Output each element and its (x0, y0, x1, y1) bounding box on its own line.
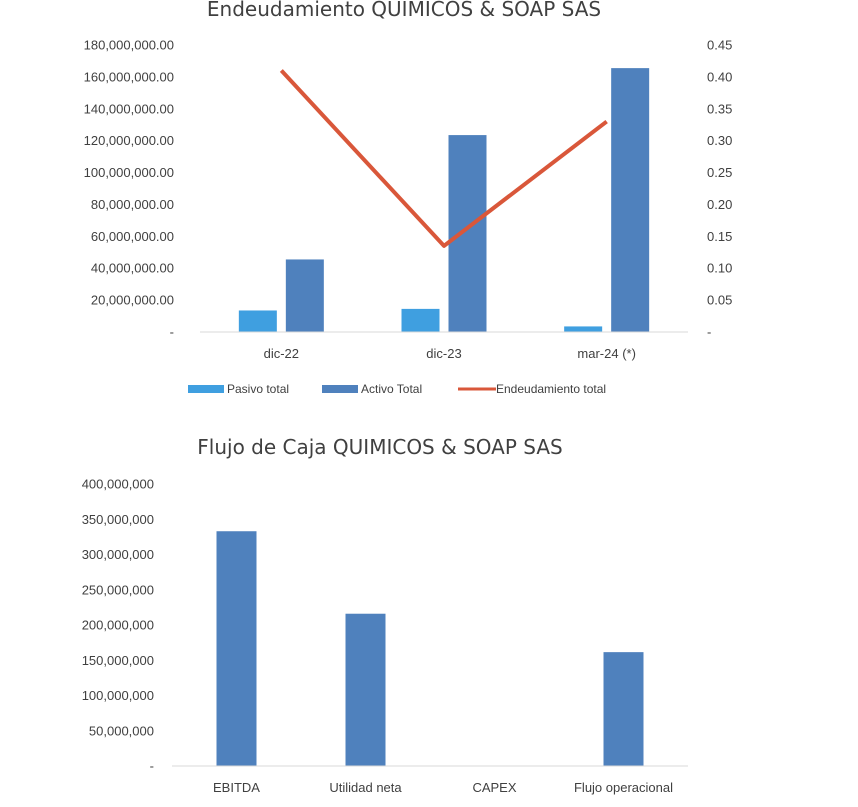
chart2-y-tick-label: - (150, 759, 154, 774)
chart1-bars (238, 68, 650, 332)
chart2-bar (216, 531, 257, 766)
chart1-y-tick-label: - (170, 325, 174, 340)
chart1-bar-activo (611, 68, 650, 332)
chart2-x-tick-label: Utilidad neta (329, 780, 402, 795)
legend-swatch-activo (322, 385, 358, 393)
legend-label-pasivo: Pasivo total (227, 382, 289, 396)
chart1-y-tick-label: 60,000,000.00 (91, 229, 174, 244)
chart1-y2-tick-label: 0.15 (707, 229, 732, 244)
chart1-y2-tick-label: 0.30 (707, 133, 732, 148)
chart1-y-tick-label: 160,000,000.00 (84, 69, 174, 84)
chart1-y2-tick-label: 0.35 (707, 101, 732, 116)
legend-label-activo: Activo Total (361, 382, 422, 396)
chart1-bar-activo (285, 259, 324, 332)
chart-flujo-caja: Flujo de Caja QUIMICOS & SOAP SAS - 50,00… (82, 435, 688, 795)
chart-endeudamiento: Endeudamiento QUIMICOS & SOAP SAS - 20,00… (84, 0, 733, 396)
chart2-y-tick-label: 100,000,000 (82, 688, 154, 703)
legend-swatch-pasivo (188, 385, 224, 393)
chart1-bar-pasivo (401, 308, 440, 332)
chart1-y-tick-label: 80,000,000.00 (91, 197, 174, 212)
chart1-y2-tick-label: 0.05 (707, 293, 732, 308)
chart1-y-tick-label: 20,000,000.00 (91, 293, 174, 308)
chart1-legend: Pasivo total Activo Total Endeudamiento … (188, 382, 606, 396)
chart2-y-tick-label: 50,000,000 (89, 723, 154, 738)
chart1-bar-activo (448, 135, 487, 332)
chart1-y2-tick-label: 0.20 (707, 197, 732, 212)
legend-label-endeudamiento: Endeudamiento total (496, 382, 606, 396)
chart1-x-tick-label: dic-23 (426, 346, 461, 361)
chart2-title: Flujo de Caja QUIMICOS & SOAP SAS (197, 435, 562, 459)
chart2-y-axis: - 50,000,000 100,000,000 150,000,000 200,000… (82, 477, 154, 774)
chart2-y-tick-label: 300,000,000 (82, 547, 154, 562)
chart2-bars (216, 531, 644, 766)
chart1-bar-pasivo (238, 310, 277, 332)
chart1-endeudamiento-line (279, 69, 608, 248)
chart1-y2-axis: - 0.05 0.10 0.15 0.20 0.25 0.30 0.35 0.40 0.45 (707, 38, 732, 340)
chart1-y2-tick-label: 0.25 (707, 165, 732, 180)
chart1-y-axis: - 20,000,000.00 40,000,000.00 60,000,000.00… (84, 38, 174, 340)
chart1-title: Endeudamiento QUIMICOS & SOAP SAS (207, 0, 601, 21)
chart2-bar (603, 652, 644, 766)
chart1-y-tick-label: 100,000,000.00 (84, 165, 174, 180)
chart2-y-tick-label: 250,000,000 (82, 582, 154, 597)
chart2-y-tick-label: 350,000,000 (82, 512, 154, 527)
chart1-y-tick-label: 180,000,000.00 (84, 38, 174, 53)
chart2-x-tick-label: Flujo operacional (574, 780, 673, 795)
chart1-x-tick-label: mar-24 (*) (577, 346, 636, 361)
chart1-y-tick-label: 120,000,000.00 (84, 133, 174, 148)
chart1-line (279, 69, 608, 248)
chart1-y2-tick-label: 0.45 (707, 38, 732, 53)
chart1-x-tick-label: dic-22 (264, 346, 299, 361)
chart1-y2-tick-label: 0.40 (707, 69, 732, 84)
chart2-y-tick-label: 400,000,000 (82, 477, 154, 492)
chart2-x-axis: EBITDA Utilidad neta CAPEX Flujo operaciona… (213, 780, 673, 795)
chart2-bar (345, 613, 386, 766)
chart1-x-axis: dic-22 dic-23 mar-24 (*) (264, 346, 636, 361)
chart1-y2-tick-label: 0.10 (707, 261, 732, 276)
chart2-x-tick-label: EBITDA (213, 780, 260, 795)
chart2-y-tick-label: 150,000,000 (82, 653, 154, 668)
chart1-y-tick-label: 140,000,000.00 (84, 101, 174, 116)
chart2-y-tick-label: 200,000,000 (82, 618, 154, 633)
chart1-y-tick-label: 40,000,000.00 (91, 261, 174, 276)
chart1-y2-tick-label: - (707, 325, 711, 340)
chart1-bar-pasivo (564, 326, 603, 332)
chart2-x-tick-label: CAPEX (472, 780, 516, 795)
